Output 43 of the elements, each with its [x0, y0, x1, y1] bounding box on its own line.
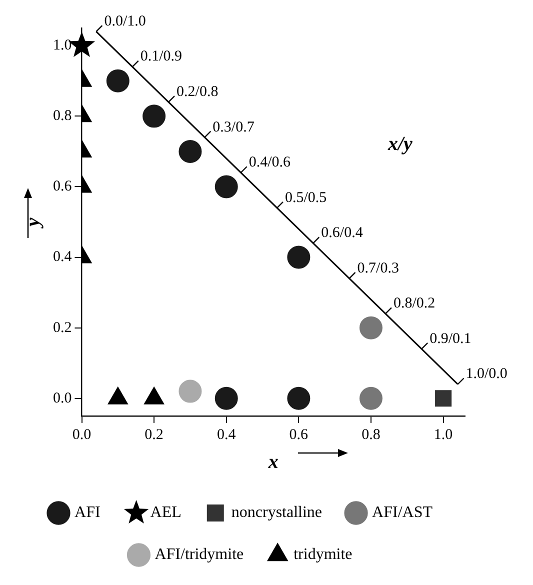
annotation: 0.3/0.7 [212, 119, 255, 136]
point [106, 69, 130, 92]
annotation: 1.0/0.0 [466, 366, 508, 382]
y-tick-label: 0.8 [53, 108, 72, 124]
x-axis-title: x [267, 451, 278, 474]
point [142, 104, 166, 128]
annotation: 0.2/0.8 [176, 84, 218, 100]
y-tick-label: 0.4 [53, 249, 72, 266]
annotation: 0.4/0.6 [248, 154, 291, 171]
legend-label: AFI [74, 504, 100, 522]
legend-label: AFI/AST [372, 504, 433, 522]
y-tick-label: 0.6 [53, 178, 72, 195]
y-tick-label: 0.0 [53, 390, 72, 406]
point [178, 380, 202, 403]
y-tick-label: 0.2 [53, 320, 72, 336]
x-tick-label: 0.4 [217, 426, 236, 443]
legend-label: noncrystalline [231, 504, 322, 522]
annotation: 0.6/0.4 [321, 225, 364, 242]
legend-label: AEL [150, 504, 182, 522]
annotation: 0.7/0.3 [357, 260, 399, 276]
annotation: 0.9/0.1 [430, 330, 472, 347]
annotation: x/y [388, 133, 412, 156]
x-tick-label: 0.0 [72, 426, 92, 443]
y-axis-title: y [22, 217, 44, 228]
point [287, 246, 310, 269]
legend-label: AFI/tridymite [154, 546, 244, 564]
point [359, 316, 382, 340]
y-tick-label: 1.0 [53, 38, 72, 54]
legend-label: tridymite [294, 546, 352, 564]
point [435, 390, 452, 407]
annotation: 0.1/0.9 [140, 48, 182, 65]
point [214, 175, 238, 198]
point [287, 386, 310, 410]
point [214, 386, 238, 410]
annotation: 0.0/1.0 [104, 13, 146, 30]
annotation: 0.5/0.5 [284, 190, 327, 206]
x-tick-label: 1.0 [434, 426, 453, 443]
annotation: 0.8/0.2 [393, 296, 436, 312]
x-tick-label: 0.6 [289, 426, 309, 443]
point [178, 140, 202, 163]
x-tick-label: 0.8 [362, 426, 380, 443]
x-tick-label: 0.2 [144, 426, 164, 443]
point [359, 386, 382, 410]
